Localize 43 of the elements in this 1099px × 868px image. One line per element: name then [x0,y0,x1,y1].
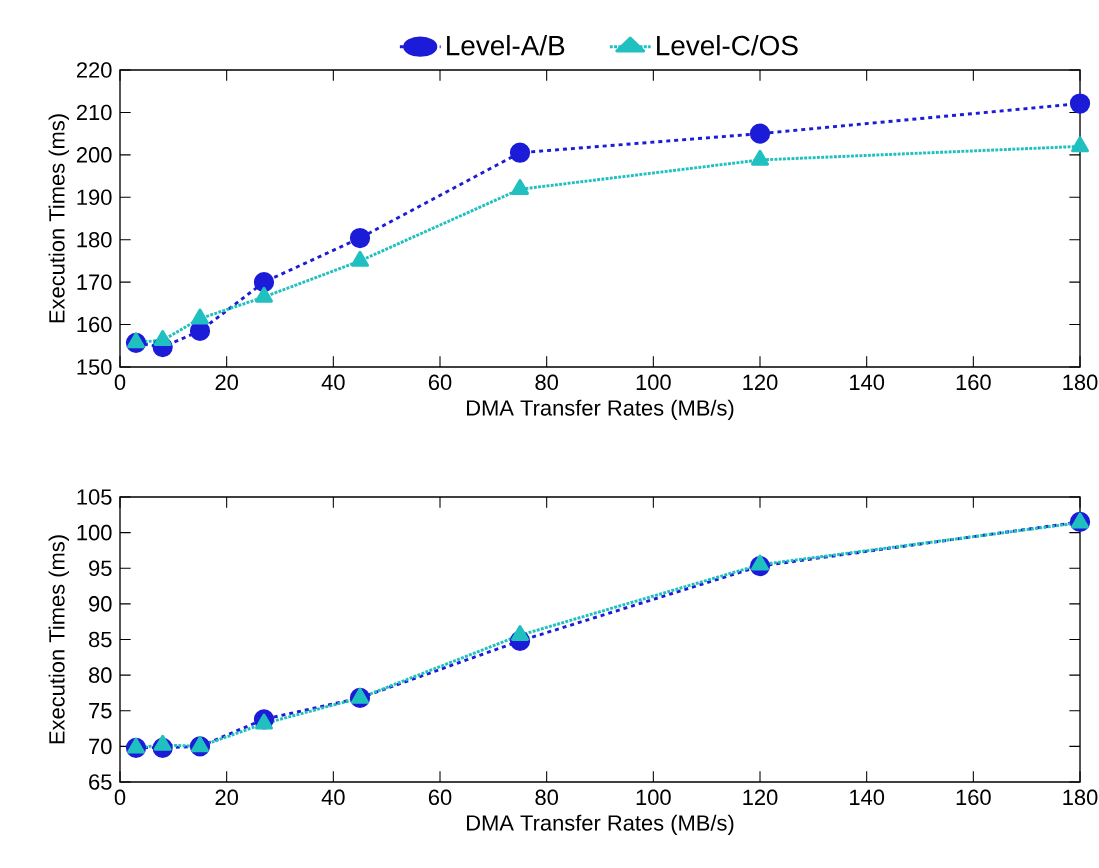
x-tick-label: 120 [743,374,778,391]
y-axis-title: Execution Times (ms) [48,535,69,744]
x-tick-label: 20 [215,789,238,806]
x-tick-label: 60 [428,374,452,391]
x-tick-label: 140 [850,374,885,391]
legend-label: Level-C/OS [657,34,798,56]
y-tick-label: 75 [89,703,112,719]
x-tick-label: 80 [535,789,558,806]
x-axis-title: DMA Transfer Rates (MB/s) [467,814,734,836]
x-tick-label: 0 [114,789,126,806]
y-tick-label: 200 [76,147,112,163]
y-tick-label: 85 [89,631,112,648]
y-tick-label: 160 [77,316,112,333]
x-axis-title: DMA Transfer Rates (MB/s) [467,399,734,421]
y-tick-label: 100 [77,524,112,541]
x-tick-label: 60 [428,789,452,806]
x-tick-label: 180 [1063,374,1098,391]
legend-label: Level-A/B [447,34,565,56]
x-tick-label: 40 [321,789,345,806]
x-tick-label: 80 [535,374,558,391]
y-axis-title: Execution Times (ms) [48,114,69,323]
x-tick-label: 20 [215,374,238,391]
y-tick-label: 80 [89,667,112,683]
x-tick-label: 160 [956,789,991,806]
y-tick-label: 190 [77,189,112,206]
y-tick-label: 150 [77,359,112,375]
x-tick-label: 0 [114,374,126,391]
y-tick-label: 70 [89,738,112,755]
x-tick-label: 40 [321,374,345,391]
x-tick-label: 100 [636,789,671,806]
y-tick-label: 95 [89,560,112,577]
x-tick-label: 160 [956,374,991,391]
y-tick-label: 210 [76,104,112,121]
y-tick-label: 180 [77,231,112,248]
x-tick-label: 100 [636,374,671,391]
y-tick-label: 105 [77,489,112,505]
x-tick-label: 180 [1063,789,1098,806]
y-tick-label: 220 [76,62,112,78]
y-tick-label: 170 [77,274,112,290]
y-tick-label: 90 [89,596,112,612]
x-tick-label: 140 [850,789,885,806]
x-tick-label: 120 [743,789,778,806]
y-tick-label: 65 [89,774,112,790]
